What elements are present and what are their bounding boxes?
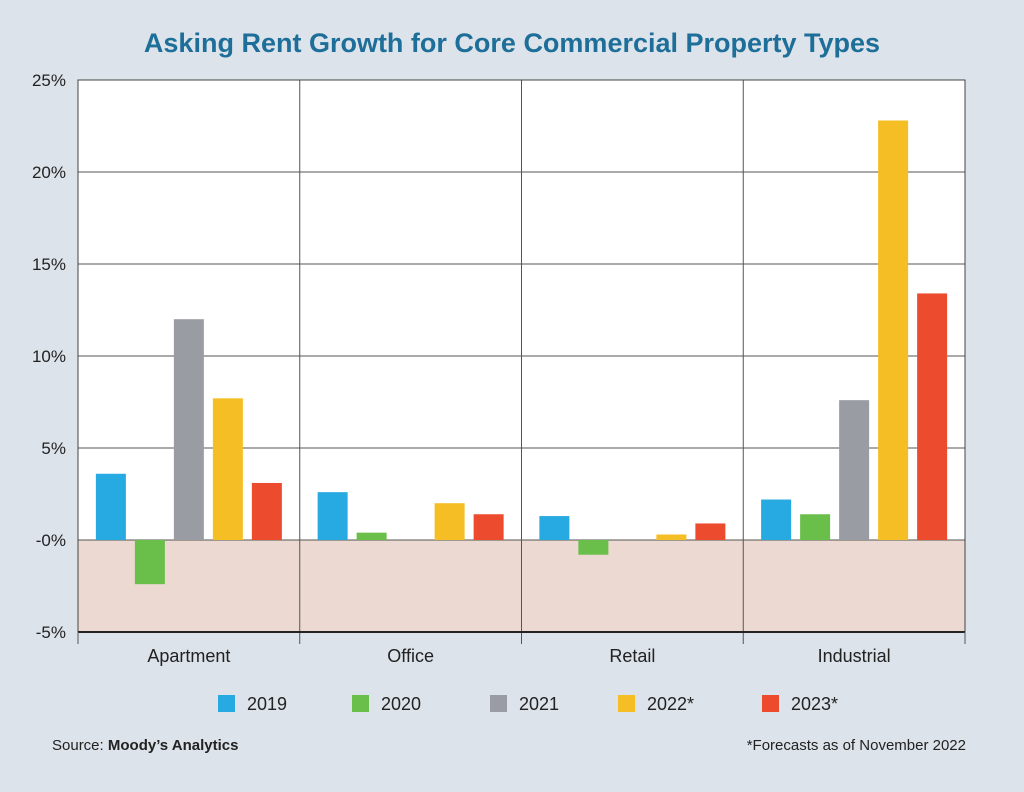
bar	[317, 492, 348, 540]
legend-swatch	[352, 695, 369, 712]
bar	[578, 540, 609, 555]
bar	[539, 516, 570, 540]
category-label: Apartment	[147, 646, 230, 666]
bar	[800, 514, 831, 540]
y-tick-label: 15%	[32, 255, 66, 274]
source-prefix: Source:	[52, 737, 108, 754]
legend-swatch	[490, 695, 507, 712]
bar	[473, 514, 504, 540]
y-tick-labels: 25% 20% 15% 10% 5% -0% -5%	[32, 71, 66, 642]
source-note: Source: Moody’s Analytics	[52, 737, 238, 754]
bar	[173, 319, 204, 540]
forecast-note: *Forecasts as of November 2022	[746, 737, 966, 754]
y-tick-label: 20%	[32, 163, 66, 182]
y-tick-label: 25%	[32, 71, 66, 90]
bar	[95, 473, 126, 540]
legend-label: 2020	[381, 694, 421, 714]
legend-label: 2019	[247, 694, 287, 714]
bar	[917, 293, 948, 540]
legend-swatch	[618, 695, 635, 712]
chart-title: Asking Rent Growth for Core Commercial P…	[143, 28, 881, 58]
y-tick-label: 5%	[41, 439, 66, 458]
y-tick-label: -5%	[36, 623, 66, 642]
bar	[251, 482, 282, 540]
bar	[878, 120, 909, 540]
y-tick-label: 10%	[32, 347, 66, 366]
axes	[77, 79, 966, 644]
category-label: Retail	[609, 646, 655, 666]
bar	[434, 503, 465, 540]
category-label: Industrial	[818, 646, 891, 666]
legend-label: 2022*	[647, 694, 694, 714]
bar	[656, 534, 687, 540]
bar	[134, 540, 165, 585]
legend: 2019 2020 2021 2022* 2023*	[218, 694, 838, 714]
legend-swatch	[762, 695, 779, 712]
bar	[761, 499, 792, 540]
legend-label: 2023*	[791, 694, 838, 714]
legend-label: 2021	[519, 694, 559, 714]
source-name: Moody’s Analytics	[107, 737, 239, 754]
bars	[95, 120, 948, 585]
legend-swatch	[218, 695, 235, 712]
category-labels: Apartment Office Retail Industrial	[147, 646, 890, 666]
y-tick-label: -0%	[36, 531, 66, 550]
category-label: Office	[387, 646, 434, 666]
bar	[356, 532, 387, 540]
bar	[839, 400, 870, 540]
bar	[212, 398, 243, 540]
bar	[695, 523, 726, 540]
